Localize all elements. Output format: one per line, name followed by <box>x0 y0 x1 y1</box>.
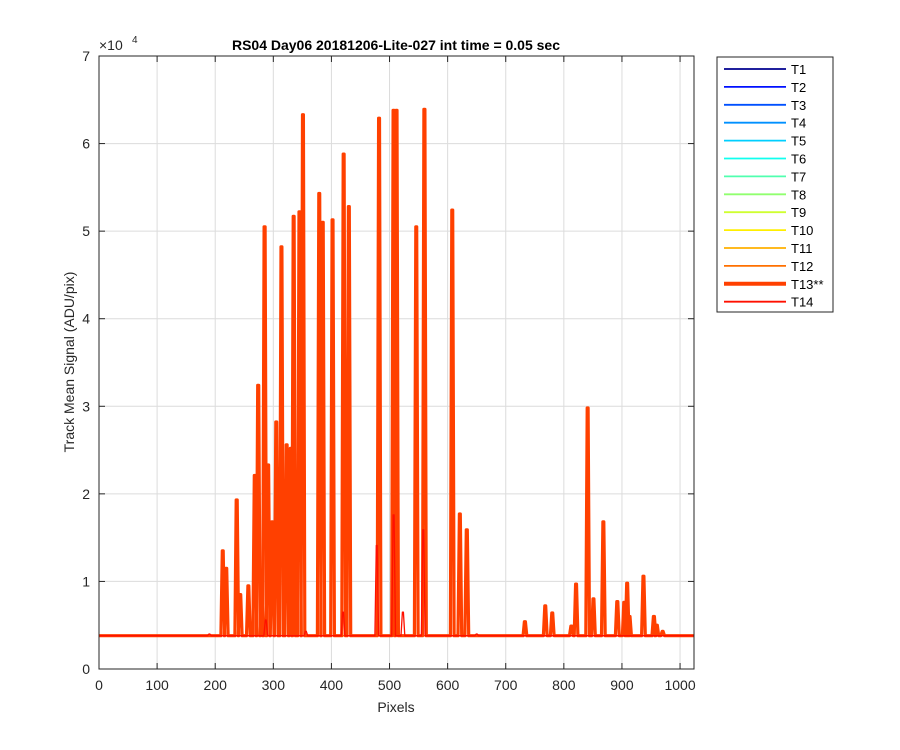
legend: T1 T2 T3 T4 T5 T6 T7 T8 T9 T10 T11 T12 T13** T14 <box>716 56 834 313</box>
legend-label-t4: T4 <box>791 116 806 131</box>
legend-label-t10: T10 <box>791 223 813 238</box>
y-tick-label: 4 <box>82 311 90 327</box>
legend-box <box>716 56 834 313</box>
legend-label-t13: T13** <box>791 277 824 292</box>
x-tick-label: 700 <box>494 677 518 693</box>
legend-label-t6: T6 <box>791 152 806 167</box>
legend-label-t14: T14 <box>791 295 813 310</box>
y-tick-label: 0 <box>82 661 90 677</box>
x-tick-label: 600 <box>436 677 460 693</box>
x-tick-label: 900 <box>610 677 634 693</box>
x-tick-label: 300 <box>262 677 286 693</box>
legend-label-t11: T11 <box>791 241 812 256</box>
legend-label-t5: T5 <box>791 134 806 149</box>
y-exponent-base: ×10 <box>99 37 123 53</box>
x-tick-label: 400 <box>320 677 344 693</box>
y-tick-label: 6 <box>82 136 90 152</box>
y-exponent-power: 4 <box>132 35 138 46</box>
x-tick-label: 1000 <box>664 677 695 693</box>
x-axis-label: Pixels <box>377 699 414 715</box>
x-tick-label: 500 <box>378 677 402 693</box>
y-tick-label: 3 <box>82 398 90 414</box>
y-tick-label: 7 <box>82 48 90 64</box>
x-tick-label: 0 <box>95 677 103 693</box>
series-lines <box>99 107 694 638</box>
legend-label-t7: T7 <box>791 169 806 184</box>
series-line-t13 <box>99 107 694 638</box>
legend-label-t9: T9 <box>791 205 806 220</box>
y-exponent-label: ×10 4 <box>99 35 138 53</box>
legend-label-t1: T1 <box>791 62 806 77</box>
y-tick-label: 2 <box>82 486 90 502</box>
x-tick-label: 800 <box>552 677 576 693</box>
y-axis-label: Track Mean Signal (ADU/pix) <box>61 272 77 453</box>
x-tick-label: 100 <box>145 677 169 693</box>
y-tick-label: 1 <box>82 573 90 589</box>
legend-label-t3: T3 <box>791 98 806 113</box>
series-line-t14 <box>99 514 694 637</box>
y-tick-label: 5 <box>82 223 90 239</box>
plot-frame <box>98 55 695 670</box>
legend-label-t8: T8 <box>791 187 806 202</box>
x-tick-label: 200 <box>204 677 228 693</box>
legend-label-t2: T2 <box>791 80 806 95</box>
axis-ticks: 0 100 200 300 400 500 600 700 800 900 1000 0 1 2 3 4 5 6 7 <box>82 48 696 693</box>
chart-title: RS04 Day06 20181206-Lite-027 int time = … <box>232 37 560 53</box>
legend-label-t12: T12 <box>791 259 813 274</box>
